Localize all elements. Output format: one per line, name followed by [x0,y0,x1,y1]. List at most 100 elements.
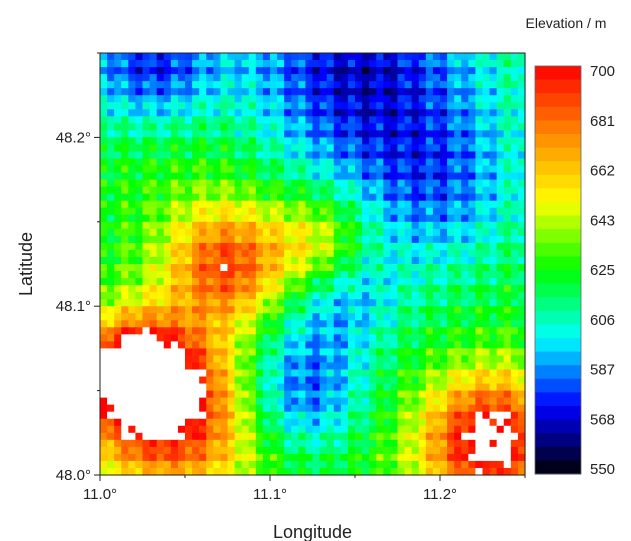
heatmap-cell [510,144,519,153]
heatmap-cell [383,348,392,357]
heatmap-cell [496,95,505,103]
heatmap-cell [333,292,342,300]
heatmap-cell [262,390,271,399]
heatmap-cell [376,341,384,349]
heatmap-cell [163,207,172,216]
heatmap-cell [475,362,484,371]
heatmap-cell [177,235,186,244]
heatmap-cell [192,299,200,307]
heatmap-cell [135,411,144,420]
heatmap-cell [114,81,122,89]
heatmap-cell [100,383,108,392]
heatmap-cell [496,369,505,378]
heatmap-cell [199,306,207,314]
heatmap-cell [277,348,285,357]
heatmap-cell [347,179,356,188]
heatmap-cell [517,88,526,96]
heatmap-cell [241,207,250,216]
heatmap-cell [213,207,222,216]
heatmap-cell [454,74,462,82]
heatmap-cell [305,193,314,202]
heatmap-cell [234,144,243,153]
heatmap-cell [213,200,222,209]
heatmap-cell [496,102,505,110]
heatmap-cell [100,397,108,406]
heatmap-cell [298,404,307,413]
x-tick-label: 11.2° [423,486,457,503]
heatmap-cell [447,116,455,124]
heatmap-cell [206,207,214,216]
heatmap-cell [298,137,307,146]
heatmap-cell [326,228,335,237]
heatmap-cell [404,334,413,342]
heatmap-cell [298,81,307,89]
heatmap-cell [262,74,271,82]
heatmap-cell [312,264,321,272]
heatmap-cell [262,235,271,244]
heatmap-cell [312,425,321,434]
heatmap-cell [432,123,441,131]
heatmap-cell [411,418,420,427]
heatmap-cell [163,109,172,117]
heatmap-cell [496,467,505,476]
heatmap-cell [496,137,505,146]
heatmap-cell [440,116,448,124]
heatmap-cell [305,264,314,272]
heatmap-cell [440,249,448,258]
heatmap-cell [482,369,491,378]
heatmap-cell [192,292,200,300]
heatmap-cell [340,271,349,279]
heatmap-cell [248,278,257,286]
heatmap-cell [255,228,264,237]
heatmap-cell [114,53,122,61]
heatmap-cell [355,355,363,364]
heatmap-cell [482,425,491,434]
heatmap-cell [241,446,250,455]
heatmap-cell [454,341,462,349]
heatmap-cell [369,249,377,258]
heatmap-cell [383,235,392,244]
heatmap-cell [376,320,384,328]
heatmap-cell [142,214,151,223]
heatmap-cell [376,362,384,371]
heatmap-cell [277,256,285,265]
heatmap-cell [482,67,491,75]
heatmap-cell [489,249,498,258]
heatmap-cell [199,453,207,462]
heatmap-cell [206,137,214,146]
heatmap-cell [404,242,413,251]
heatmap-cell [404,158,413,167]
heatmap-cell [333,439,342,448]
heatmap-cell [100,425,108,434]
heatmap-cell [305,348,314,357]
colorbar-tick-label: 587 [590,362,615,379]
heatmap-cell [347,397,356,406]
heatmap-cell [503,200,512,209]
heatmap-cell [177,165,186,174]
heatmap-cell [206,292,214,300]
heatmap-cell [255,179,264,188]
heatmap-cell [100,355,108,364]
heatmap-cell [291,383,299,392]
heatmap-cell [170,453,179,462]
heatmap-cell [270,137,278,146]
y-tick-label: 48.0° [56,467,91,484]
heatmap-cell [447,186,455,195]
heatmap-cell [142,67,151,75]
heatmap-cell [277,460,285,469]
heatmap-cell [255,116,264,124]
heatmap-cell [362,235,370,244]
heatmap-cell [496,186,505,195]
heatmap-cell [319,123,328,131]
heatmap-cell [376,151,384,160]
heatmap-cell [333,446,342,455]
heatmap-cell [468,81,477,89]
heatmap-cell [376,67,384,75]
colorbar-band [535,120,581,135]
heatmap-cell [114,432,122,441]
heatmap-cell [100,390,108,399]
heatmap-cell [475,313,484,321]
heatmap-cell [475,137,484,146]
heatmap-cell [149,60,158,68]
heatmap-cell [270,221,278,230]
